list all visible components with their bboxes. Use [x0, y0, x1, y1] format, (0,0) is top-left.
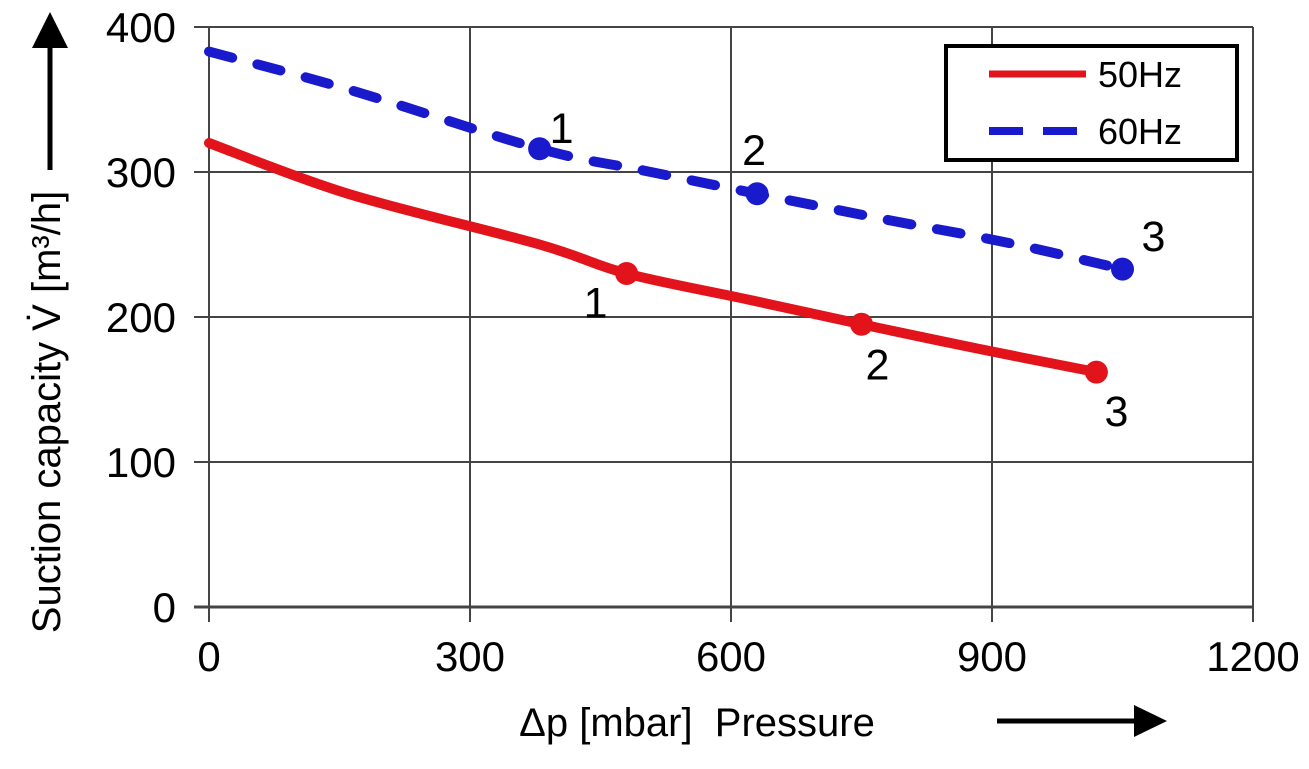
y-tick-label-100: 100	[106, 439, 176, 486]
y-tick-label-300: 300	[106, 149, 176, 196]
y-tick-label-200: 200	[106, 294, 176, 341]
marker-60hz-2	[745, 182, 769, 206]
marker-label-50hz-3: 3	[1104, 388, 1128, 436]
curve-60hz	[204, 46, 1128, 275]
y-tick-label-400: 400	[106, 4, 176, 51]
x-axis-label: Δp [mbar] Pressure	[519, 701, 875, 745]
x-axis-right-arrow-icon	[997, 705, 1167, 737]
legend-box	[944, 44, 1239, 162]
marker-50hz-1	[615, 262, 639, 285]
marker-label-60hz-1: 1	[550, 105, 574, 153]
x-tick-label-1200: 1200	[1206, 633, 1299, 680]
curve-layer: 1 2 3 1 2 3	[204, 46, 1166, 436]
marker-60hz-3	[1111, 257, 1134, 281]
marker-50hz-3	[1084, 360, 1108, 384]
x-tick-label-900: 900	[957, 633, 1027, 680]
marker-label-60hz-2: 2	[742, 127, 766, 175]
legend-label-60hz: 60Hz	[1098, 111, 1182, 152]
marker-60hz-1	[528, 137, 552, 161]
y-axis-up-arrow-icon	[32, 12, 68, 170]
marker-label-50hz-2: 2	[866, 341, 890, 389]
y-axis-label: Suction capacity V̇ [m³/h]	[25, 191, 69, 633]
tick-label-layer: 0 100 200 300 400 0 300 600 900 1200	[106, 4, 1300, 680]
x-tick-label-0: 0	[197, 633, 220, 680]
x-tick-label-600: 600	[696, 633, 766, 680]
marker-label-50hz-1: 1	[584, 280, 608, 328]
legend: 50Hz 60Hz	[944, 44, 1239, 162]
y-tick-label-0: 0	[153, 584, 176, 631]
marker-50hz-2	[850, 312, 873, 336]
curve-50hz	[204, 138, 1102, 378]
legend-label-50hz: 50Hz	[1098, 54, 1182, 95]
marker-label-60hz-3: 3	[1142, 213, 1166, 261]
x-tick-label-300: 300	[435, 633, 505, 680]
